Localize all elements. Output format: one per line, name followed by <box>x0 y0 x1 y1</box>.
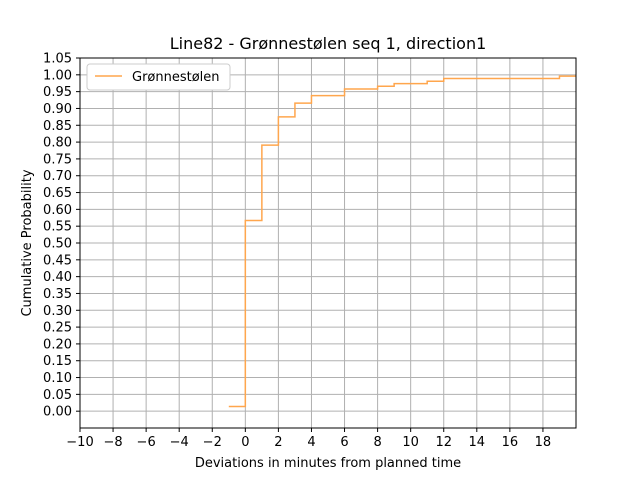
y-tick-label: 0.95 <box>43 85 72 100</box>
y-tick-label: 0.80 <box>43 136 72 151</box>
series-line-grønnestølen <box>228 75 576 408</box>
y-tick-label: 0.70 <box>43 169 72 184</box>
y-tick-label: 0.85 <box>43 119 72 134</box>
legend-label: Grønnestølen <box>132 70 220 85</box>
x-tick-label: 8 <box>373 435 381 450</box>
y-tick-label: 0.90 <box>43 102 72 117</box>
x-axis-label: Deviations in minutes from planned time <box>195 456 461 471</box>
y-tick-label: 0.65 <box>43 186 72 201</box>
x-tick-label: −6 <box>137 435 156 450</box>
y-tick-label: 0.60 <box>43 203 72 218</box>
x-tick-label: −10 <box>66 435 93 450</box>
x-tick-label: 4 <box>307 435 315 450</box>
legend: Grønnestølen <box>86 63 231 91</box>
y-tick-label: 0.45 <box>43 253 72 268</box>
chart-title: Line82 - Grønnestølen seq 1, direction1 <box>170 34 487 53</box>
x-tick-label: 14 <box>469 435 486 450</box>
y-tick-label: 0.55 <box>43 220 72 235</box>
y-tick-label: 0.50 <box>43 237 72 252</box>
y-tick-label: 0.40 <box>43 270 72 285</box>
grid-lines <box>79 57 576 428</box>
x-tick-label: 18 <box>535 435 552 450</box>
x-tick-label: 0 <box>241 435 249 450</box>
x-tick-label: 10 <box>402 435 419 450</box>
legend-box <box>86 63 231 91</box>
x-tick-label: 2 <box>274 435 282 450</box>
x-axis-ticks: −10 −8 −6 −4 −2 0 2 4 6 8 10 12 14 16 18 <box>66 428 551 450</box>
y-tick-label: 1.00 <box>43 68 72 83</box>
y-axis-ticks: 0.00 0.05 0.10 0.15 0.200.25 0.30 0.35 0.40 0.45… <box>43 52 80 420</box>
y-tick-label: 0.05 <box>43 388 72 403</box>
series-layer <box>228 75 576 408</box>
y-tick-label: 0.75 <box>43 152 72 167</box>
x-tick-label: −2 <box>203 435 222 450</box>
x-tick-label: 16 <box>502 435 519 450</box>
x-tick-label: −8 <box>103 435 122 450</box>
y-axis-label: Cumulative Probability <box>20 169 35 316</box>
y-tick-label: 0.30 <box>43 304 72 319</box>
x-tick-label: 12 <box>435 435 452 450</box>
y-tick-label: 1.05 <box>43 52 72 67</box>
x-tick-label: −4 <box>170 435 189 450</box>
y-tick-label: 0.35 <box>43 287 72 302</box>
x-tick-label: 6 <box>340 435 348 450</box>
y-tick-label: 0.00 <box>43 405 72 420</box>
y-tick-label: 0.20 <box>43 337 72 352</box>
y-tick-label: 0.25 <box>43 321 72 336</box>
y-tick-label: 0.10 <box>43 371 72 386</box>
y-tick-label: 0.15 <box>43 354 72 369</box>
